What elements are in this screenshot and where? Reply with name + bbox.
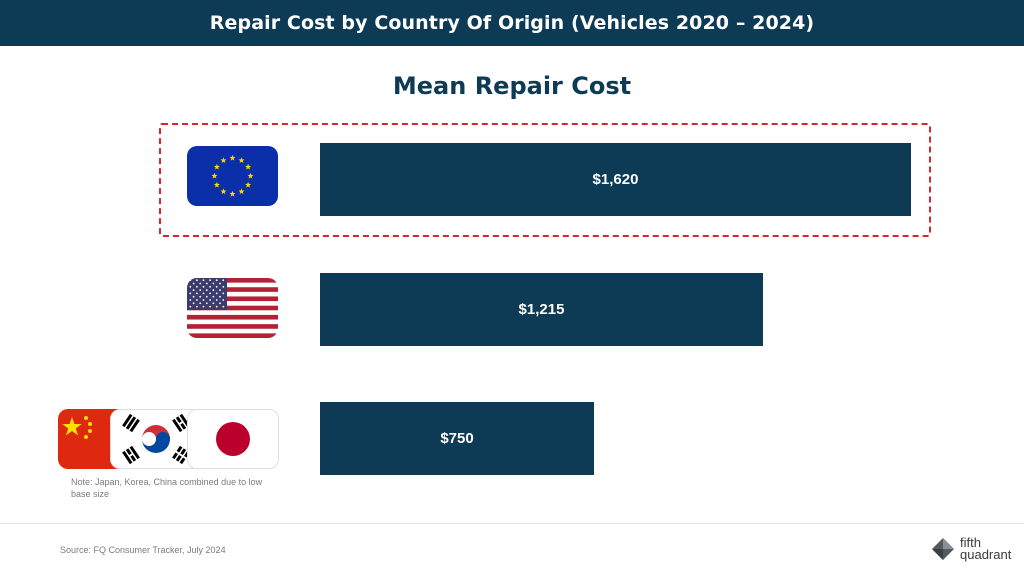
- eu-star-icon: [211, 172, 218, 179]
- eu-flag-icon: [187, 146, 278, 206]
- eu-star-icon: [245, 163, 252, 170]
- eu-star-icon: [213, 181, 220, 188]
- page-title: Repair Cost by Country Of Origin (Vehicl…: [209, 12, 815, 34]
- eu-star-icon: [245, 181, 252, 188]
- japan-flag-icon: [187, 409, 279, 469]
- bar-value-label: $1,215: [518, 301, 565, 318]
- bar-value-label: $1,620: [592, 171, 639, 188]
- eu-star-icon: [213, 163, 220, 170]
- logo-mark-icon: [932, 538, 954, 560]
- eu-star-icon: [247, 172, 254, 179]
- usa-flag-icon: [187, 278, 278, 338]
- eu-star-icon: [220, 157, 227, 163]
- eu-star-icon: [220, 188, 227, 195]
- korea-flag-icon: [110, 409, 202, 469]
- chart-title: Mean Repair Cost: [392, 72, 632, 100]
- header-bar: Repair Cost by Country Of Origin (Vehicl…: [0, 0, 1024, 46]
- fifth-quadrant-logo: fifth quadrant: [930, 536, 1011, 562]
- highlight-box: [159, 123, 931, 237]
- eu-star-icon: [229, 190, 236, 197]
- source-text: Source: FQ Consumer Tracker, July 2024: [60, 545, 226, 555]
- bar-eu: $1,620: [320, 143, 911, 216]
- logo-line2: quadrant: [960, 547, 1012, 562]
- eu-star-icon: [238, 157, 245, 163]
- eu-star-icon: [229, 154, 236, 161]
- bar-asia: $750: [320, 402, 594, 475]
- bar-usa: $1,215: [320, 273, 763, 346]
- eu-star-icon: [238, 188, 245, 195]
- logo-line1: fifth: [960, 535, 981, 550]
- bar-value-label: $750: [440, 430, 474, 447]
- footer-divider: [0, 523, 1024, 524]
- chart-note: Note: Japan, Korea, China combined due t…: [71, 477, 263, 499]
